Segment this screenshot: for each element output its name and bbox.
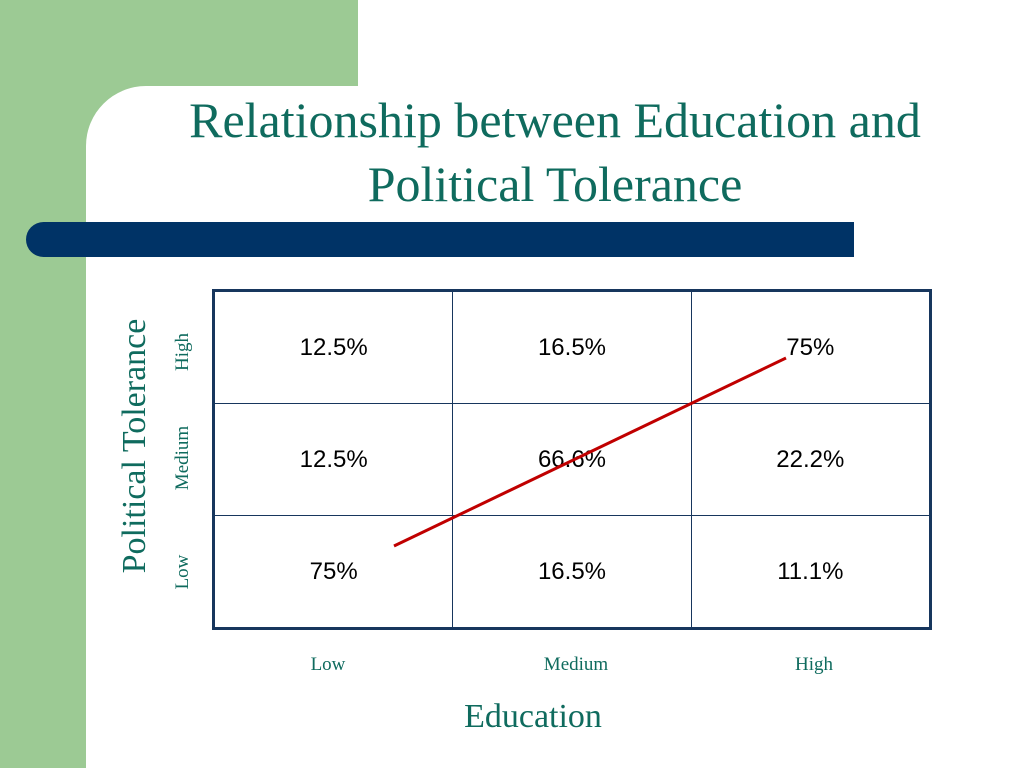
y-axis-title: Political Tolerance	[116, 318, 153, 574]
table-cell: 22.2%	[690, 403, 932, 516]
y-tick-medium: Medium	[172, 425, 193, 491]
table-cell: 16.5%	[452, 290, 692, 404]
title-line-2: Political Tolerance	[367, 156, 743, 212]
y-tick-low: Low	[172, 554, 193, 590]
table-cell: 16.5%	[452, 515, 692, 629]
left-accent-band	[0, 0, 86, 768]
table-row: 12.5% 16.5% 75%	[212, 290, 932, 404]
table-cell: 75%	[690, 290, 932, 404]
accent-corner	[86, 86, 146, 146]
title-line-1: Relationship between Education and	[189, 92, 921, 148]
x-tick-high: High	[795, 654, 833, 675]
table-row: 75% 16.5% 11.1%	[212, 515, 932, 629]
crosstab-table: 12.5% 16.5% 75% 12.5% 66.6% 22.2% 75% 16…	[212, 289, 932, 630]
table-cell: 75%	[212, 515, 454, 629]
top-accent-band	[0, 0, 358, 86]
y-tick-high: High	[172, 333, 193, 371]
table-cell: 12.5%	[212, 290, 454, 404]
title-divider-bar	[26, 222, 854, 257]
slide-title: Relationship between Education and Polit…	[86, 88, 1024, 216]
x-axis-title: Education	[464, 698, 602, 735]
x-tick-low: Low	[310, 654, 346, 675]
table-cell: 66.6%	[452, 403, 692, 516]
table-cell: 12.5%	[212, 403, 454, 516]
x-tick-medium: Medium	[543, 654, 609, 675]
table-row: 12.5% 66.6% 22.2%	[212, 403, 932, 516]
table-cell: 11.1%	[690, 515, 932, 629]
